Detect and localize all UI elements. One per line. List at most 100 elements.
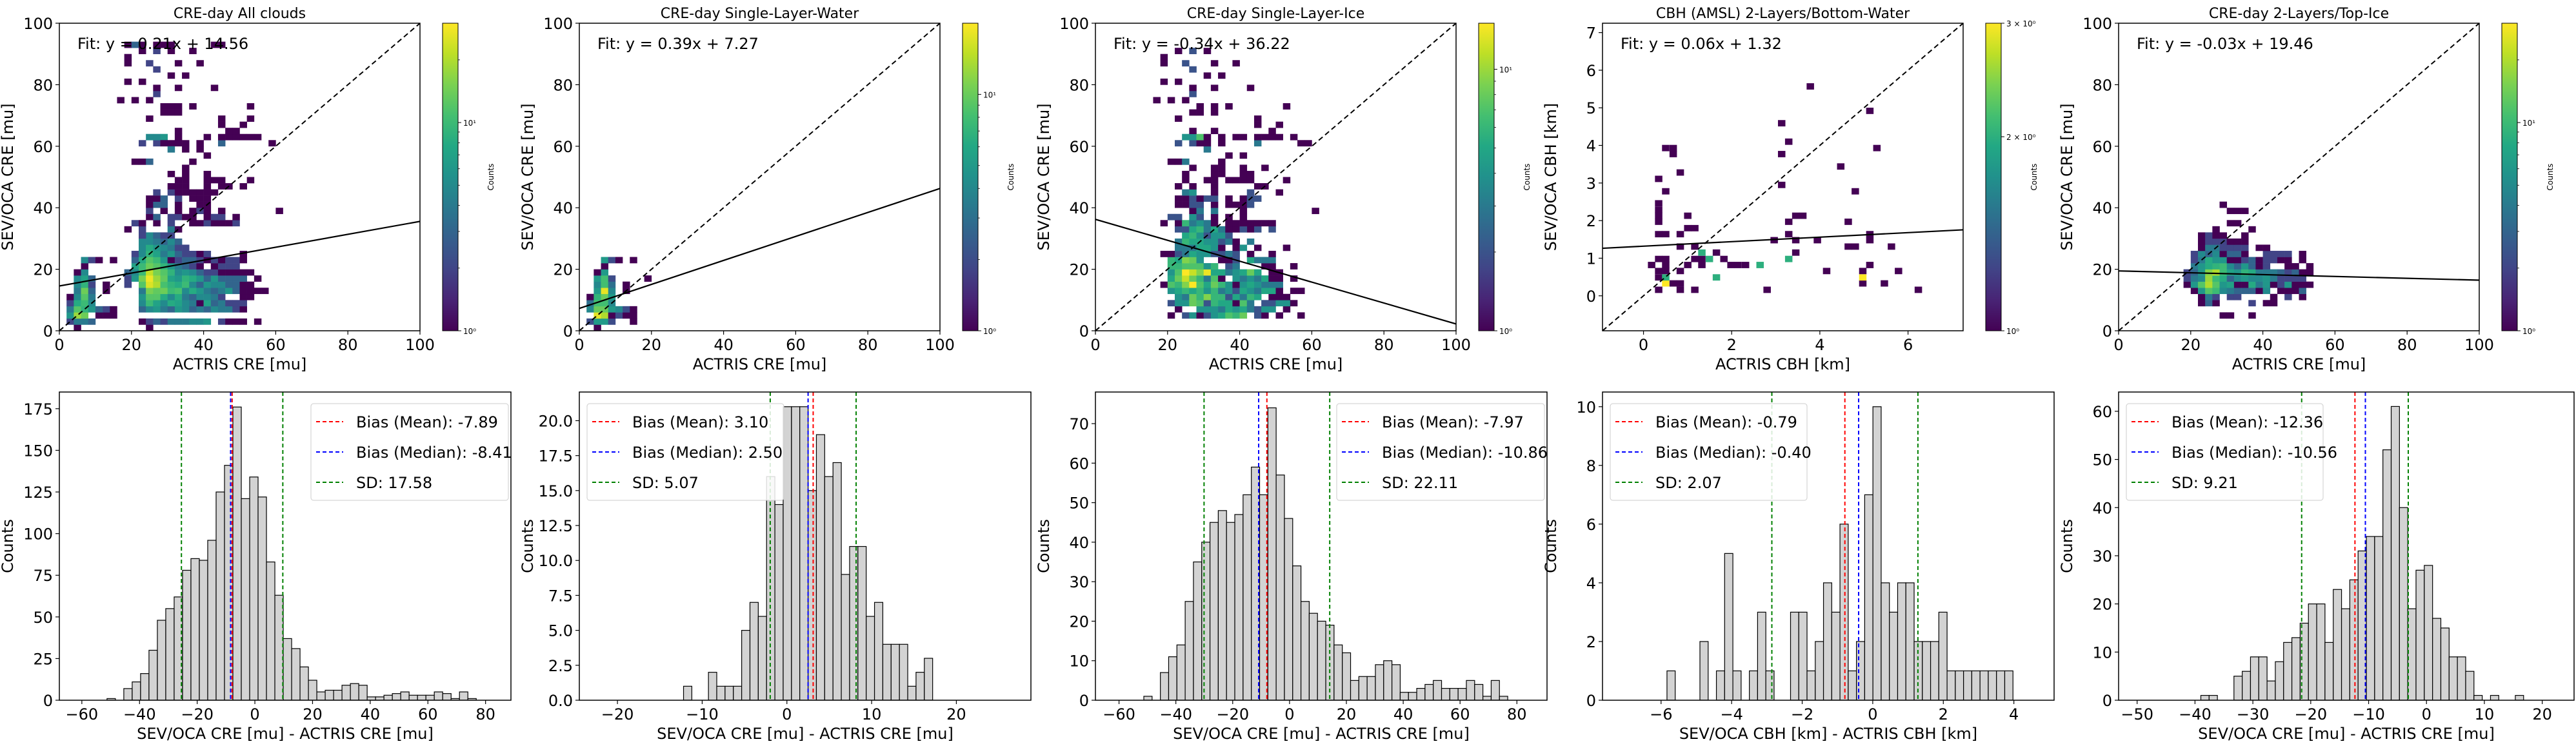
heatmap-cell [174, 189, 183, 196]
heatmap-cell [1210, 312, 1219, 319]
histogram-bar [1209, 522, 1219, 700]
legend-label: Bias (Median): 2.50 [632, 444, 783, 462]
heatmap-cell [110, 257, 117, 264]
heatmap-cell [217, 208, 226, 215]
heatmap-cell [2212, 238, 2220, 245]
heatmap-cell [2226, 275, 2235, 282]
heatmap-cell [1246, 257, 1255, 264]
heatmap-cell [1268, 257, 1276, 264]
heatmap-cell [1261, 133, 1269, 141]
heatmap-cell [2255, 263, 2263, 270]
scatter-panel-4: Fit: y = 0.06x + 1.32 10⁰ 2 × 10⁰ 3 × 10⁰ Co… [1542, 6, 2039, 373]
histogram-bar [2242, 671, 2252, 700]
heatmap-cell [1290, 133, 1298, 141]
heatmap-cell [1160, 220, 1168, 227]
heatmap-cell [239, 288, 247, 295]
heatmap-cell [153, 41, 161, 48]
heatmap-cell [1225, 195, 1233, 202]
heatmap-cell [2270, 293, 2278, 300]
heatmap-cell [601, 257, 609, 264]
heatmap-cell [1253, 220, 1262, 227]
heatmap-cell [1881, 280, 1888, 287]
heatmap-cell [2284, 250, 2292, 257]
heatmap-cell [1655, 206, 1662, 213]
heatmap-cell [1297, 312, 1305, 319]
heatmap-cell [1792, 237, 1800, 244]
heatmap-cell [138, 244, 146, 251]
heatmap-cell [88, 275, 96, 282]
heatmap-cell [1239, 269, 1248, 276]
heatmap-cell [2277, 288, 2285, 295]
x-axis-label: ACTRIS CRE [mu] [2232, 355, 2366, 373]
heatmap-cell [174, 128, 183, 135]
heatmap-cell [217, 281, 226, 288]
heatmap-cell [2226, 293, 2235, 300]
heatmap-cell [1167, 300, 1175, 307]
heatmap-cell [203, 213, 212, 221]
heatmap-cell [153, 232, 161, 239]
heatmap-cell [182, 263, 190, 270]
heatmap-cell [74, 300, 81, 307]
heatmap-cell [1873, 144, 1881, 152]
heatmap-cell [608, 257, 616, 264]
heatmap-cell [1253, 244, 1262, 251]
histogram-bar [274, 594, 284, 700]
histogram-bar [207, 540, 217, 700]
heatmap-cell [138, 238, 146, 245]
heatmap-cell [2262, 244, 2271, 251]
histogram-bar [724, 685, 734, 700]
heatmap-cell [225, 275, 233, 282]
x-axis-label: ACTRIS CRE [mu] [693, 355, 827, 373]
fit-line [59, 221, 420, 287]
heatmap-cell [2241, 244, 2249, 251]
heatmap-cell [232, 281, 240, 288]
heatmap-cell [1784, 231, 1793, 238]
histogram-bar [425, 694, 435, 700]
heatmap-cell [594, 312, 601, 319]
heatmap-cell [124, 41, 132, 48]
histogram-bar [299, 666, 309, 700]
histogram-bar [148, 649, 158, 700]
heatmap-cell [232, 213, 240, 221]
heatmap-cell [182, 269, 190, 276]
heatmap-cell [1290, 275, 1298, 282]
heatmap-cell [225, 306, 233, 313]
heatmap-cell [160, 133, 168, 141]
y-axis-label: Counts [519, 519, 537, 573]
heatmap-cell [1844, 243, 1852, 250]
heatmap-cell [1655, 231, 1662, 238]
x-tick-label: 40 [361, 705, 381, 723]
heatmap-cell [1676, 231, 1684, 238]
heatmap-cell [2190, 281, 2199, 288]
heatmap-cell [2205, 293, 2213, 300]
heatmap-cell [1268, 306, 1276, 313]
heatmap-cell [2219, 275, 2227, 282]
heatmap-cell [2262, 263, 2271, 270]
heatmap-cell [644, 275, 652, 282]
heatmap-cell [594, 288, 601, 295]
heatmap-cell [1275, 288, 1283, 295]
histogram-bar [2283, 642, 2293, 700]
heatmap-cell [189, 300, 197, 307]
heatmap-cell [167, 288, 175, 295]
heatmap-cell [1218, 226, 1226, 233]
heatmap-cell [1218, 164, 1226, 172]
heatmap-cell [167, 170, 175, 177]
heatmap-cell [2270, 300, 2278, 307]
y-tick-label: 20 [2092, 261, 2112, 279]
heatmap-cell [174, 201, 183, 208]
heatmap-cell [174, 244, 183, 251]
heatmap-cell [1246, 201, 1255, 208]
heatmap-cell [167, 306, 175, 313]
heatmap-cell [594, 269, 601, 276]
heatmap-cell [2248, 288, 2256, 295]
heatmap-cell [1777, 181, 1786, 188]
y-tick-label: 50 [2092, 451, 2112, 469]
heatmap-cell [1297, 288, 1305, 295]
heatmap-cell [1253, 183, 1262, 190]
y-tick-label: 60 [2092, 403, 2112, 421]
colorbar-tick-label: 10⁰ [1499, 327, 1512, 336]
heatmap-cell [2226, 250, 2235, 257]
heatmap-cell [167, 213, 175, 221]
histogram-bar [1217, 510, 1227, 700]
